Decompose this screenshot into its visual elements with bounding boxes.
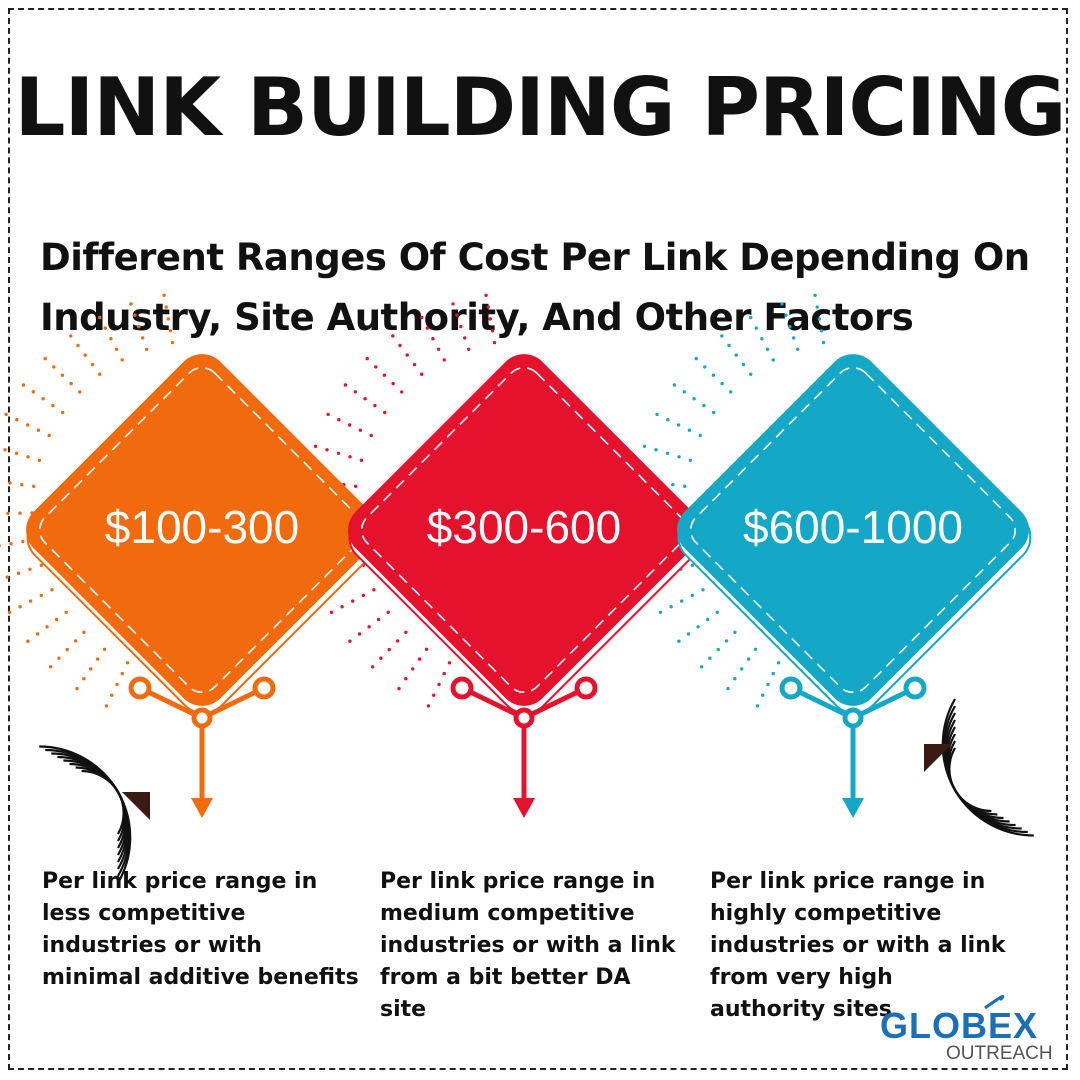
connector-node-right-1 <box>252 676 276 700</box>
arrow-down-icon-1 <box>191 798 213 818</box>
dot-cluster-1 <box>0 293 175 708</box>
globex-logo-tagline: OUTREACH <box>946 1043 1053 1064</box>
connector-node-right-2 <box>574 676 598 700</box>
price-tier-3: $600-1000 <box>743 501 963 553</box>
connector-2 <box>450 676 598 800</box>
decorative-arc-left <box>39 745 132 884</box>
page-title: LINK BUILDING PRICING <box>14 61 1067 154</box>
dashed-border <box>8 8 1068 1070</box>
connector-node-right-3 <box>903 676 927 700</box>
connector-1 <box>128 676 276 800</box>
price-diamonds <box>26 354 1032 714</box>
description-tier-3: Per link price range in highly competiti… <box>710 869 1006 1022</box>
connector-node-center-1 <box>191 707 213 729</box>
diamond-dashed-line-3 <box>689 366 1017 694</box>
dot-cluster-2 <box>304 293 497 708</box>
globex-logo: GLOBEX <box>880 1005 1039 1046</box>
arrow-down-icon-3 <box>842 798 864 818</box>
diamond-dashed-line-1 <box>38 366 366 694</box>
connector-node-center-3 <box>842 707 864 729</box>
connector-node-left-2 <box>450 676 474 700</box>
logo-swoosh-icon <box>984 994 1005 1010</box>
diamond-3 <box>677 354 1029 706</box>
connector-arrows <box>128 676 927 818</box>
description-tier-1: Per link price range in less competitive… <box>42 869 359 990</box>
page-subtitle: Different Ranges Of Cost Per Link Depend… <box>40 236 1030 339</box>
arc-tip-left <box>122 792 150 820</box>
arc-tip-right <box>924 744 952 772</box>
price-tier-2: $300-600 <box>426 501 622 553</box>
connector-3 <box>779 676 927 800</box>
decorative-arcs <box>39 698 1034 884</box>
description-tier-2: Per link price range in medium competiti… <box>380 869 676 1022</box>
arrow-down-icon-2 <box>513 798 535 818</box>
connector-node-left-1 <box>128 676 152 700</box>
price-tier-1: $100-300 <box>104 501 300 553</box>
connector-node-left-3 <box>779 676 803 700</box>
diamond-1 <box>26 354 378 706</box>
diamond-2 <box>348 354 700 706</box>
diamond-dashed-line-2 <box>360 366 688 694</box>
connector-node-center-2 <box>513 707 535 729</box>
decorative-arc-right <box>941 698 1034 837</box>
